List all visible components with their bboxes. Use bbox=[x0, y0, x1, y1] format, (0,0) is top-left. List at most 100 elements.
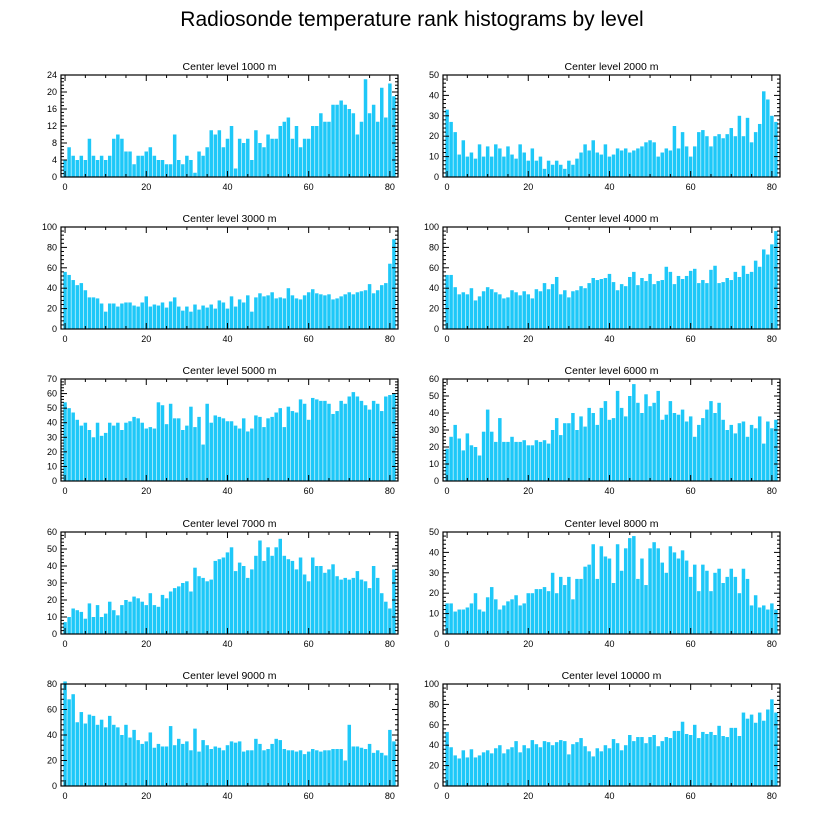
y-tick-label: 60 bbox=[429, 263, 439, 273]
histogram-bar bbox=[197, 416, 201, 481]
histogram-bar bbox=[563, 290, 567, 329]
histogram-bar bbox=[302, 138, 307, 177]
histogram-bar bbox=[262, 560, 266, 634]
x-tick-label: 60 bbox=[686, 182, 696, 192]
histogram-bar bbox=[79, 425, 84, 481]
histogram-bar bbox=[591, 756, 595, 786]
y-tick-label: 50 bbox=[429, 70, 439, 80]
y-tick-label: 0 bbox=[52, 781, 57, 791]
y-tick-label: 40 bbox=[429, 90, 439, 100]
histogram-bar bbox=[636, 737, 640, 786]
histogram-bar bbox=[375, 121, 380, 177]
histogram-bar bbox=[473, 300, 478, 329]
histogram-bar bbox=[656, 156, 660, 177]
histogram-bar bbox=[534, 589, 539, 634]
histogram-bar bbox=[733, 576, 738, 634]
histogram-panel: Center level 10000 m 0 20 40 60 80 0 20 40 60 80 10… bbox=[424, 670, 781, 801]
histogram-bar bbox=[388, 83, 392, 177]
histogram-bar bbox=[766, 709, 770, 786]
histogram-bar bbox=[254, 555, 258, 634]
histogram-bar bbox=[498, 745, 502, 786]
histogram-bar bbox=[128, 302, 132, 329]
histogram-bar bbox=[71, 694, 75, 786]
histogram-bar bbox=[225, 308, 230, 329]
histogram-bar bbox=[652, 402, 656, 481]
y-tick-label: 60 bbox=[47, 705, 57, 715]
histogram-bar bbox=[550, 572, 555, 634]
histogram-bar bbox=[774, 419, 778, 481]
histogram-bar bbox=[185, 425, 189, 481]
histogram-bar bbox=[554, 160, 559, 177]
histogram-bar bbox=[526, 445, 531, 481]
histogram-bar bbox=[302, 574, 307, 634]
histogram-bar bbox=[124, 422, 128, 481]
histogram-bar bbox=[201, 444, 205, 481]
histogram-bar bbox=[144, 605, 149, 634]
histogram-bar bbox=[453, 132, 457, 177]
x-tick-label: 20 bbox=[523, 334, 533, 344]
histogram-bar bbox=[201, 577, 205, 634]
histogram-bar bbox=[99, 719, 104, 786]
histogram-bar bbox=[233, 168, 238, 177]
histogram-bar bbox=[461, 450, 466, 481]
histogram-bar bbox=[258, 416, 262, 481]
histogram-bar bbox=[331, 413, 335, 481]
histogram-bar bbox=[538, 156, 543, 177]
x-tick-label: 80 bbox=[767, 639, 777, 649]
histogram-bar bbox=[160, 302, 165, 329]
y-tick-label: 10 bbox=[429, 152, 439, 162]
histogram-bar bbox=[172, 418, 177, 481]
histogram-bar bbox=[672, 552, 677, 634]
histogram-bar bbox=[79, 155, 84, 177]
histogram-bar bbox=[254, 130, 258, 177]
histogram-bar bbox=[729, 568, 734, 634]
panel-title: Center level 8000 m bbox=[565, 518, 659, 530]
histogram-bar bbox=[644, 743, 648, 786]
histogram-bar bbox=[481, 431, 486, 481]
histogram-bar bbox=[107, 303, 112, 329]
histogram-bar bbox=[461, 140, 466, 177]
histogram-bar bbox=[697, 591, 701, 634]
histogram-bar bbox=[217, 747, 222, 786]
histogram-bar bbox=[335, 298, 339, 329]
histogram-bar bbox=[298, 147, 303, 177]
histogram-bar bbox=[628, 276, 632, 329]
histogram-bar bbox=[124, 724, 128, 786]
histogram-bar bbox=[449, 603, 453, 634]
histogram-bar bbox=[680, 550, 685, 634]
histogram-bar bbox=[579, 738, 583, 786]
x-tick-label: 80 bbox=[385, 486, 395, 496]
histogram-bar bbox=[67, 617, 71, 634]
histogram-bar bbox=[213, 308, 218, 329]
histogram-bar bbox=[270, 743, 274, 786]
histogram-bar bbox=[445, 448, 449, 481]
histogram-bar bbox=[571, 164, 575, 177]
y-tick-label: 0 bbox=[434, 629, 439, 639]
histogram-bar bbox=[664, 148, 669, 177]
histogram-panel: Center level 9000 m 0 20 40 60 80 0 20 40 60 80 bbox=[47, 670, 399, 801]
histogram-bar bbox=[770, 244, 774, 329]
histogram-bar bbox=[278, 740, 282, 786]
histogram-bar bbox=[762, 605, 766, 634]
y-tick-label: 50 bbox=[47, 403, 57, 413]
histogram-bar bbox=[579, 152, 583, 177]
histogram-bar bbox=[709, 731, 713, 786]
histogram-bar bbox=[197, 751, 201, 786]
histogram-bar bbox=[615, 148, 620, 177]
histogram-bar bbox=[546, 160, 551, 177]
histogram-bar bbox=[506, 441, 510, 481]
panel-title: Center level 6000 m bbox=[565, 365, 659, 377]
histogram-bar bbox=[225, 138, 230, 177]
y-tick-label: 16 bbox=[47, 104, 57, 114]
histogram-bar bbox=[294, 412, 299, 481]
y-tick-label: 12 bbox=[47, 121, 57, 131]
histogram-bar bbox=[599, 546, 604, 634]
histogram-bar bbox=[668, 546, 673, 634]
histogram-panel: Center level 8000 m 0 20 40 60 80 0 10 20 30 40 50 bbox=[429, 518, 781, 649]
histogram-bar bbox=[530, 148, 535, 177]
histogram-bar bbox=[286, 288, 291, 329]
histogram-bar bbox=[241, 418, 246, 481]
histogram-bar bbox=[250, 311, 254, 329]
histogram-bar bbox=[258, 293, 262, 329]
histogram-bar bbox=[315, 750, 319, 786]
